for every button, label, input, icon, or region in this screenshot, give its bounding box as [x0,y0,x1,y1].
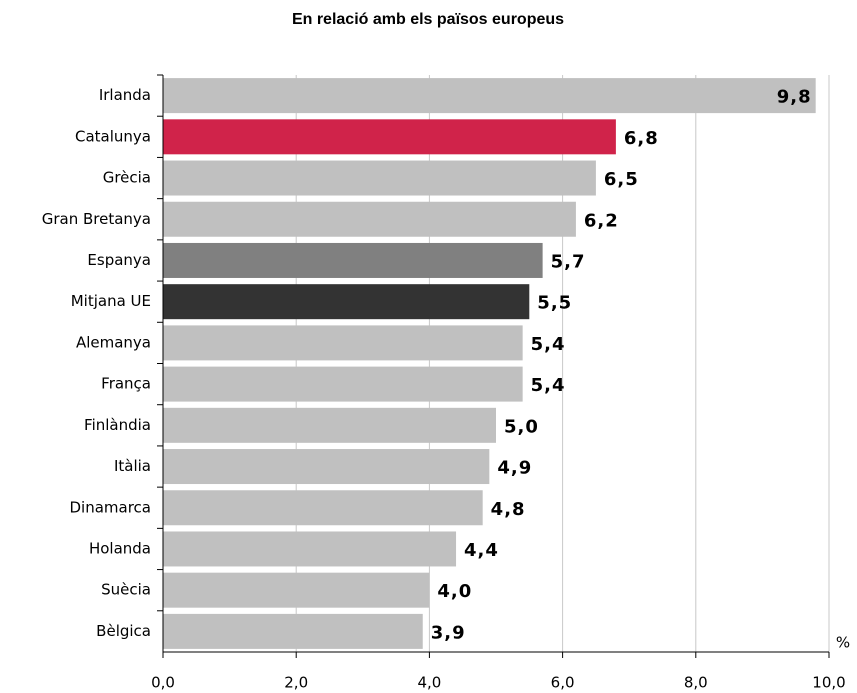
y-tick-label: Bèlgica [96,622,151,640]
y-tick-label: Mitjana UE [71,292,151,310]
y-tick-label: Dinamarca [70,498,152,516]
value-label: 3,9 [431,622,466,643]
value-label: 4,0 [437,581,472,602]
y-tick-label: Suècia [101,581,151,599]
y-tick-label: Itàlia [114,457,151,475]
value-label: 4,8 [491,499,526,520]
bar [163,242,543,278]
bar [163,119,616,155]
bar [163,284,530,320]
y-tick-label: Finlàndia [84,416,151,434]
y-tick-label: Espanya [87,251,151,269]
bar [163,160,596,196]
chart-title: En relació amb els països europeus [292,11,564,28]
value-label: 4,9 [497,458,532,479]
bar [163,613,423,649]
x-tick-label: 0,0 [151,674,175,692]
value-label: 5,4 [531,334,566,355]
x-tick-label: 2,0 [284,674,308,692]
bar [163,572,430,608]
x-tick-label: 10,0 [812,674,845,692]
value-label: 5,4 [531,375,566,396]
value-label: 6,5 [604,169,639,190]
x-axis-label: % [836,634,850,652]
y-tick-label: Irlanda [99,86,151,104]
y-tick-label: Alemanya [76,333,151,351]
value-label: 4,4 [464,540,499,561]
y-tick-label: Grècia [103,169,151,187]
value-label: 5,0 [504,416,539,437]
x-tick-label: 6,0 [551,674,575,692]
value-label: 5,5 [537,293,572,314]
bar [163,201,576,237]
bar [163,449,490,485]
bar [163,490,483,526]
y-tick-label: Catalunya [75,127,151,145]
bar [163,325,523,361]
x-tick-label: 4,0 [417,674,441,692]
x-tick-label: 8,0 [684,674,708,692]
bar [163,78,816,114]
bar [163,366,523,402]
value-label: 9,8 [777,87,812,108]
y-tick-label: França [101,375,151,393]
bar [163,407,496,443]
y-tick-label: Gran Bretanya [42,210,151,228]
value-label: 6,8 [624,128,659,149]
value-label: 5,7 [551,251,586,272]
value-label: 6,2 [584,210,619,231]
y-tick-label: Holanda [89,539,151,557]
bar [163,531,457,567]
